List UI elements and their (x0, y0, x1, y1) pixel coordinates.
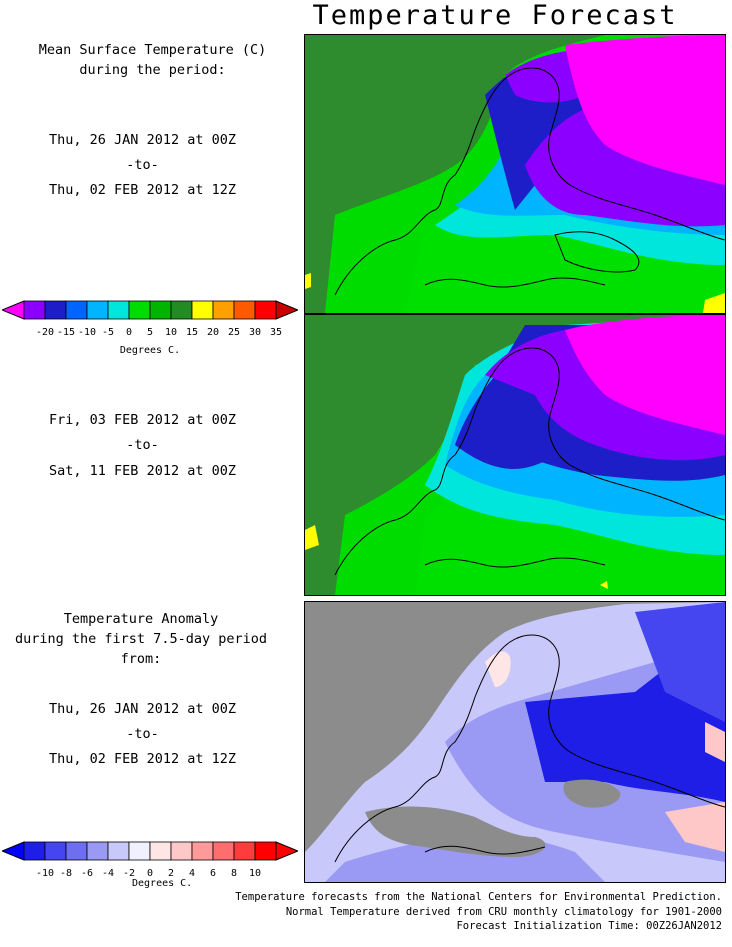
anomaly-colorbar-tick-label: -10 (35, 868, 55, 879)
anomaly-colorbar-tick-label: 6 (209, 868, 217, 879)
temperature-colorbar-tick-label: 5 (146, 327, 154, 338)
temperature-colorbar-low-arrow (0, 300, 25, 320)
temperature-colorbar-tick-label: 35 (269, 327, 283, 338)
panel2-start: Fri, 03 FEB 2012 at 00Z (49, 412, 236, 428)
anomaly-colorbar-low-arrow (0, 841, 25, 861)
footer-credits: Temperature forecasts from the National … (235, 890, 722, 934)
temperature-colorbar-swatch (212, 300, 235, 320)
temperature-colorbar-tick-label: -5 (101, 327, 115, 338)
anomaly-colorbar-tick-label: -6 (80, 868, 94, 879)
temperature-colorbar-unit: Degrees C. (119, 345, 181, 356)
panel1-heading-line2: during the period: (79, 62, 226, 78)
anomaly-colorbar: -10 -8 -6 -4 -2 0 2 4 6 8 10 Degrees C. (0, 838, 300, 898)
forecast-map-week1 (304, 34, 726, 314)
panel3-start: Thu, 26 JAN 2012 at 00Z (49, 701, 236, 717)
anomaly-colorbar-swatch (254, 841, 277, 861)
panel3-heading-line2: during the first 7.5-day period from: (15, 631, 267, 667)
temperature-colorbar-tick-label: 30 (248, 327, 262, 338)
panel1-to: -to- (126, 157, 159, 173)
temperature-colorbar-swatch (107, 300, 130, 320)
panel3-heading-line1: Temperature Anomaly (63, 611, 219, 627)
anomaly-colorbar-unit: Degrees C. (132, 878, 193, 889)
panel2-to: -to- (126, 437, 159, 453)
anomaly-colorbar-swatch (170, 841, 193, 861)
panel3-heading: Temperature Anomaly during the first 7.5… (0, 609, 282, 669)
temperature-colorbar-tick-label: 25 (227, 327, 241, 338)
temperature-colorbar-tick-label: -20 (35, 327, 55, 338)
temperature-colorbar-swatch (128, 300, 151, 320)
anomaly-colorbar-tick-label: -4 (101, 868, 115, 879)
anomaly-colorbar-tick-label: -8 (59, 868, 73, 879)
anomaly-colorbar-ticks: -10 -8 -6 -4 -2 0 2 4 6 8 10 (2, 868, 298, 884)
temperature-colorbar-high-arrow (275, 300, 300, 320)
temperature-colorbar-swatch (86, 300, 109, 320)
anomaly-colorbar-tick-label: 2 (167, 868, 175, 879)
anomaly-map (304, 601, 726, 883)
panel1-start: Thu, 26 JAN 2012 at 00Z (49, 132, 236, 148)
temperature-colorbar-swatch (191, 300, 214, 320)
temperature-colorbar-tick-label: 20 (206, 327, 220, 338)
temperature-colorbar-tick-label: 15 (185, 327, 199, 338)
forecast-map-week2-graphic (305, 315, 725, 595)
anomaly-colorbar-high-arrow (275, 841, 300, 861)
anomaly-colorbar-swatch (44, 841, 67, 861)
temperature-colorbar: -20 -15 -10 -5 0 5 10 15 20 25 30 35 Degrees C. (0, 297, 300, 357)
anomaly-colorbar-swatch (191, 841, 214, 861)
temperature-colorbar-graphic (0, 300, 300, 320)
anomaly-map-graphic (305, 602, 725, 882)
temperature-colorbar-swatch (233, 300, 256, 320)
anomaly-colorbar-tick-label: 4 (188, 868, 196, 879)
panel2-end: Sat, 11 FEB 2012 at 00Z (49, 463, 236, 479)
anomaly-colorbar-swatch (65, 841, 88, 861)
anomaly-colorbar-tick-label: 8 (230, 868, 238, 879)
anomaly-colorbar-swatch (23, 841, 46, 861)
panel1-end: Thu, 02 FEB 2012 at 12Z (49, 182, 236, 198)
page-title: Temperature Forecast (312, 0, 678, 31)
footer-line1: Temperature forecasts from the National … (235, 891, 722, 903)
temperature-colorbar-swatch (65, 300, 88, 320)
panel3-end: Thu, 02 FEB 2012 at 12Z (49, 751, 236, 767)
panel3-to: -to- (126, 726, 159, 742)
temperature-colorbar-swatch (44, 300, 67, 320)
temperature-colorbar-swatch (254, 300, 277, 320)
anomaly-colorbar-swatch (86, 841, 109, 861)
anomaly-colorbar-swatch (212, 841, 235, 861)
temperature-colorbar-tick-label: 10 (164, 327, 178, 338)
anomaly-colorbar-swatch (149, 841, 172, 861)
temperature-colorbar-tick-label: 0 (125, 327, 133, 338)
footer-line2: Normal Temperature derived from CRU mont… (285, 905, 722, 918)
anomaly-colorbar-swatch (107, 841, 130, 861)
anomaly-colorbar-graphic (0, 841, 300, 861)
panel1-heading: Mean Surface Temperature (C) during the … (0, 40, 305, 80)
footer-line3: Forecast Initialization Time: 00Z26JAN20… (456, 920, 722, 932)
anomaly-colorbar-swatch (128, 841, 151, 861)
forecast-map-week1-graphic (305, 35, 725, 313)
anomaly-colorbar-swatch (233, 841, 256, 861)
temperature-colorbar-tick-label: -15 (56, 327, 76, 338)
temperature-colorbar-swatch (149, 300, 172, 320)
panel1-heading-line1: Mean Surface Temperature (C) (38, 42, 267, 58)
anomaly-colorbar-tick-label: 10 (248, 868, 262, 879)
forecast-map-week2 (304, 314, 726, 596)
temperature-colorbar-swatch (170, 300, 193, 320)
anomaly-colorbar-tick-label: -2 (122, 868, 136, 879)
temperature-colorbar-ticks: -20 -15 -10 -5 0 5 10 15 20 25 30 35 (2, 327, 298, 343)
temperature-colorbar-tick-label: -10 (77, 327, 97, 338)
temperature-colorbar-swatch (23, 300, 46, 320)
anomaly-colorbar-tick-label: 0 (146, 868, 154, 879)
